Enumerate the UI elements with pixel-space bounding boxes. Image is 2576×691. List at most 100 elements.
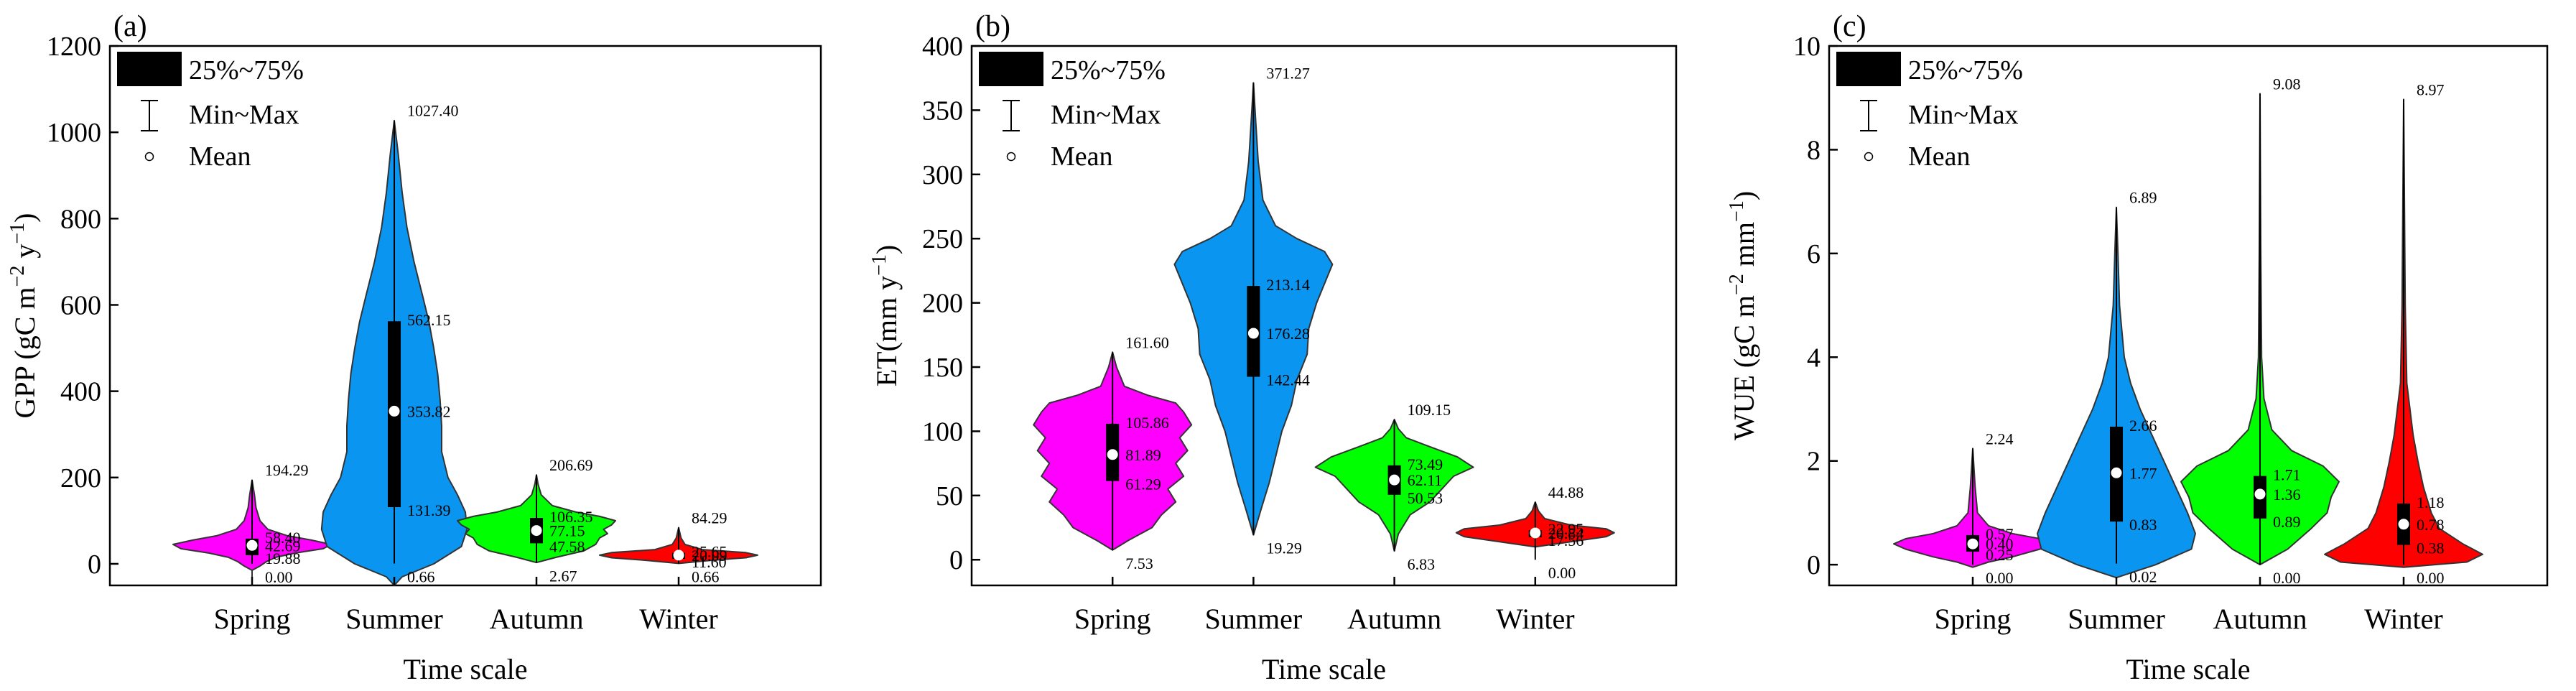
y-tick-label: 200 [60, 463, 101, 493]
label-q1: 142.44 [1266, 371, 1310, 389]
y-tick-label: 100 [922, 417, 963, 447]
label-max: 6.89 [2129, 189, 2157, 207]
legend-whisker-label: Min~Max [1908, 100, 2019, 130]
label-max: 194.29 [265, 461, 309, 479]
y-tick-label: 800 [60, 204, 101, 234]
violin-summer: 371.27 213.14 176.28 142.44 19.29 [1173, 64, 1334, 557]
label-min: 0.00 [1986, 569, 2014, 587]
label-q1: 17.56 [1548, 532, 1584, 549]
label-q3: 0.57 [1986, 525, 2014, 543]
label-q3: 106.35 [549, 508, 593, 526]
x-axis-title: Time scale [2126, 653, 2251, 685]
label-q1: 0.83 [2129, 516, 2157, 534]
x-tick-label: Spring [1074, 603, 1151, 635]
label-mean: 353.82 [407, 402, 451, 420]
x-tick-label: Autumn [2213, 603, 2307, 635]
label-max: 9.08 [2273, 75, 2301, 93]
y-tick-label: 0 [88, 549, 101, 580]
mean-marker [246, 539, 258, 551]
mean-marker [389, 405, 400, 417]
x-axis-title: Time scale [1262, 653, 1386, 685]
y-tick-label: 6 [1807, 239, 1821, 269]
label-max: 2.24 [1986, 430, 2014, 447]
x-tick-label: Autumn [489, 603, 583, 635]
x-tick-label: Winter [639, 603, 717, 635]
label-min: 6.83 [1408, 555, 1436, 573]
y-tick-label: 250 [922, 224, 963, 254]
label-min: 0.66 [692, 568, 720, 586]
label-q1: 19.88 [265, 549, 301, 567]
x-axis-title: Time scale [404, 653, 528, 685]
y-tick-label: 50 [936, 481, 963, 511]
label-min: 0.00 [265, 568, 293, 586]
y-tick-label: 1000 [47, 118, 101, 148]
label-max: 8.97 [2417, 80, 2445, 98]
mean-marker [2254, 488, 2266, 500]
legend-mean-label: Mean [189, 142, 251, 172]
x-tick-label: Summer [1205, 603, 1303, 635]
chart-panel-1: 0 200 400 600 800 1000 1200 194.29 58.4042.6919.… [6, 10, 822, 685]
label-q1: 11.60 [692, 553, 727, 571]
label-mean: 42.69 [265, 537, 301, 555]
label-max: 206.69 [549, 456, 593, 474]
label-mean: 1.36 [2273, 486, 2301, 504]
mean-marker [1247, 328, 1259, 339]
violin-spring: 2.24 0.570.400.25 0.00 [1893, 430, 2052, 587]
y-tick-label: 600 [60, 290, 101, 320]
y-axis-title: WUE (gC m−2 mm−1) [1726, 191, 1761, 440]
label-max: 44.88 [1548, 483, 1584, 501]
y-tick-label: 350 [922, 96, 963, 126]
label-q3: 22.95 [1548, 520, 1584, 538]
legend-box-swatch [117, 52, 182, 86]
y-tick-label: 4 [1807, 343, 1821, 373]
x-tick-label: Winter [2364, 603, 2442, 635]
x-tick-label: Winter [1496, 603, 1574, 635]
label-min: 0.00 [1548, 564, 1576, 582]
label-min: 2.67 [549, 567, 577, 585]
label-max: 371.27 [1266, 64, 1310, 82]
mean-marker [1530, 527, 1541, 539]
label-min: 19.29 [1266, 539, 1302, 557]
label-mean: 176.28 [1266, 325, 1310, 343]
legend-whisker-label: Min~Max [189, 100, 299, 130]
label-q3: 562.15 [407, 311, 451, 329]
label-mean: 20.09 [692, 547, 727, 565]
panel-label: (c) [1833, 10, 1866, 43]
legend-mean-swatch [1864, 152, 1874, 162]
y-tick-label: 400 [60, 377, 101, 407]
y-tick-label: 1200 [47, 32, 101, 62]
y-tick-label: 200 [922, 289, 963, 319]
x-tick-label: Summer [2068, 603, 2165, 635]
violin-winter: 8.97 1.18 0.78 0.38 0.00 [2324, 80, 2483, 587]
x-tick-label: Spring [1935, 603, 2012, 635]
label-mean: 81.89 [1125, 446, 1161, 464]
label-min: 0.02 [2129, 568, 2157, 586]
violin-summer: 6.89 2.66 1.77 0.83 0.02 [2037, 189, 2196, 586]
legend-mean-label: Mean [1051, 142, 1113, 172]
chart-panel-2: 0 50 100 150 200 250 300 350 400 161.60 105.86 81.8… [868, 10, 1678, 685]
label-mean: 0.40 [1986, 535, 2014, 553]
violin-spring: 161.60 105.86 81.89 61.29 7.53 [1033, 333, 1193, 572]
mean-marker [1107, 449, 1118, 460]
legend-mean-swatch [1006, 152, 1016, 162]
label-q3: 105.86 [1125, 414, 1169, 432]
label-mean: 0.78 [2417, 516, 2445, 534]
label-mean: 20.84 [1548, 524, 1584, 542]
legend-box-label: 25%~75% [1908, 55, 2023, 85]
x-tick-label: Autumn [1347, 603, 1441, 635]
legend-whisker-label: Min~Max [1051, 100, 1161, 130]
label-q1: 131.39 [407, 501, 451, 519]
legend-mean-label: Mean [1908, 142, 1971, 172]
label-max: 109.15 [1408, 401, 1451, 419]
label-q3: 2.66 [2129, 417, 2157, 435]
label-q3: 25.65 [692, 543, 727, 561]
label-q1: 47.58 [549, 537, 585, 555]
violin-autumn: 9.08 1.71 1.36 0.89 0.00 [2180, 75, 2340, 587]
label-q3: 213.14 [1266, 276, 1310, 294]
label-q1: 0.38 [2417, 539, 2445, 557]
